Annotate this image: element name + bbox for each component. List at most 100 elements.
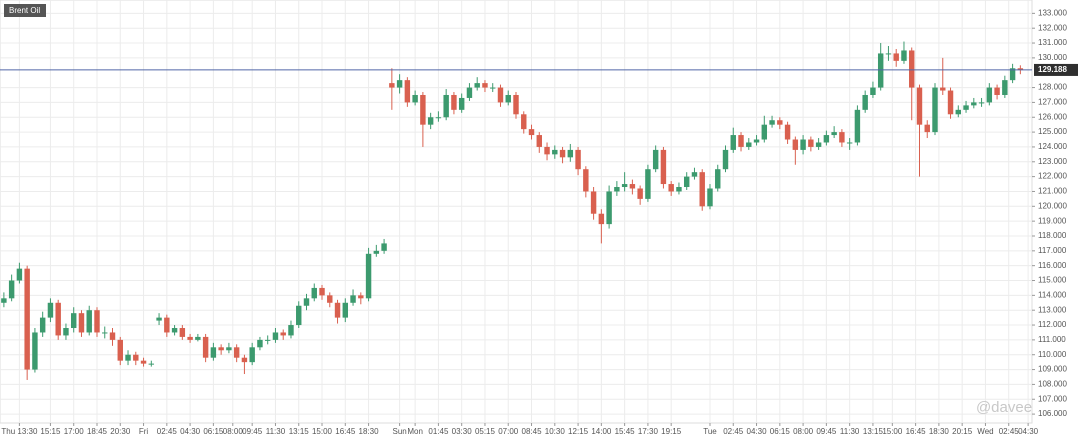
y-tick-label: 113.000 [1038, 305, 1067, 314]
candle-body [474, 83, 480, 88]
candle-body [552, 149, 558, 155]
x-tick-label: 10:30 [545, 427, 566, 436]
candle-body [334, 302, 341, 318]
x-tick-label: 06:15 [770, 427, 791, 436]
candle-body [296, 305, 302, 326]
y-tick-label: 133.000 [1038, 8, 1067, 17]
candle-body [893, 53, 899, 61]
candle-body [730, 135, 736, 150]
candle-body [769, 120, 775, 125]
x-tick-label: 11:30 [840, 427, 860, 436]
candle-body [109, 332, 116, 340]
y-tick-label: 126.000 [1038, 112, 1067, 121]
candle-body [257, 339, 263, 348]
candle-body [140, 360, 147, 364]
candle-body [691, 172, 698, 177]
title-box [4, 4, 46, 17]
candle-body [458, 97, 465, 110]
candle-body [629, 184, 636, 189]
candle-body [963, 105, 969, 110]
y-tick-label: 117.000 [1038, 246, 1067, 255]
candle-body [466, 87, 473, 98]
candle-body [102, 332, 108, 334]
x-tick-label: 13:15 [863, 427, 884, 436]
candle-body [598, 213, 605, 225]
x-tick-label: 05:15 [475, 427, 496, 436]
candle-body [521, 114, 527, 130]
candle-body [443, 94, 449, 118]
candle-body [955, 109, 962, 115]
candle-body [575, 149, 581, 170]
candle-body [187, 336, 193, 340]
candle-body [792, 139, 799, 150]
candle-body [389, 83, 395, 88]
x-tick-label: 04:30 [1018, 427, 1039, 436]
candle-body [179, 328, 186, 337]
y-tick-label: 123.000 [1038, 157, 1067, 166]
candle-body [272, 332, 279, 340]
candle-body [241, 357, 248, 363]
candle-body [722, 149, 729, 170]
candle-body [288, 325, 294, 336]
candle-body [280, 332, 286, 336]
candle-body [877, 53, 884, 88]
x-tick-label: 15:00 [312, 427, 333, 436]
y-tick-label: 115.000 [1038, 276, 1067, 285]
candle-body [621, 184, 628, 188]
y-tick-label: 107.000 [1038, 394, 1067, 403]
candle-body [490, 87, 496, 89]
candle-body [932, 87, 938, 133]
x-tick-label: 08:00 [223, 427, 244, 436]
candle-body [738, 135, 744, 147]
candle-body [32, 332, 38, 370]
candle-body [210, 347, 217, 358]
x-tick-label: 11:30 [266, 427, 286, 436]
y-tick-label: 122.000 [1038, 172, 1067, 181]
candle-body [117, 339, 123, 361]
candle-body [846, 142, 853, 144]
y-tick-label: 118.000 [1038, 231, 1067, 240]
candle-body [831, 132, 837, 136]
y-tick-label: 111.000 [1038, 335, 1066, 344]
x-tick-label: 09:45 [242, 427, 263, 436]
candle-body [901, 50, 907, 61]
candle-body [311, 287, 317, 299]
candle-body [350, 295, 356, 303]
x-tick-label: 19:15 [661, 427, 682, 436]
candle-body [823, 135, 830, 143]
candle-body [404, 80, 411, 103]
x-tick-label: 18:45 [87, 427, 108, 436]
candle-body [676, 187, 682, 192]
x-tick-label: 18:30 [359, 427, 380, 436]
x-tick-label: 15:45 [615, 427, 636, 436]
candle-body [994, 87, 1000, 95]
candle-body [567, 149, 574, 158]
candle-body [854, 109, 861, 143]
candle-body [590, 191, 597, 214]
x-tick-label: 06:15 [203, 427, 224, 436]
candle-body [8, 280, 15, 299]
candle-body [559, 149, 566, 158]
candle-body [78, 313, 85, 333]
y-tick-label: 116.000 [1038, 261, 1067, 270]
candle-body [606, 191, 612, 225]
candle-body [753, 139, 760, 143]
last-price-label: 129.188 [1038, 65, 1067, 74]
candle-body [971, 102, 977, 106]
candle-body [1017, 68, 1024, 70]
candle-body [63, 328, 69, 336]
x-tick-label: 13:15 [289, 427, 310, 436]
x-tick-label: 02:45 [157, 427, 178, 436]
y-tick-label: 110.000 [1038, 350, 1067, 359]
candle-body [862, 94, 868, 110]
candle-body [870, 87, 876, 95]
y-tick-label: 109.000 [1038, 365, 1067, 374]
x-tick-label: 02:45 [999, 427, 1020, 436]
x-tick-label: 09:45 [816, 427, 837, 436]
candle-body [233, 347, 240, 358]
x-tick-label: 04:30 [180, 427, 201, 436]
candle-body [924, 124, 930, 133]
candle-body [264, 339, 271, 341]
y-tick-label: 124.000 [1038, 142, 1067, 151]
candle-body [55, 302, 61, 336]
